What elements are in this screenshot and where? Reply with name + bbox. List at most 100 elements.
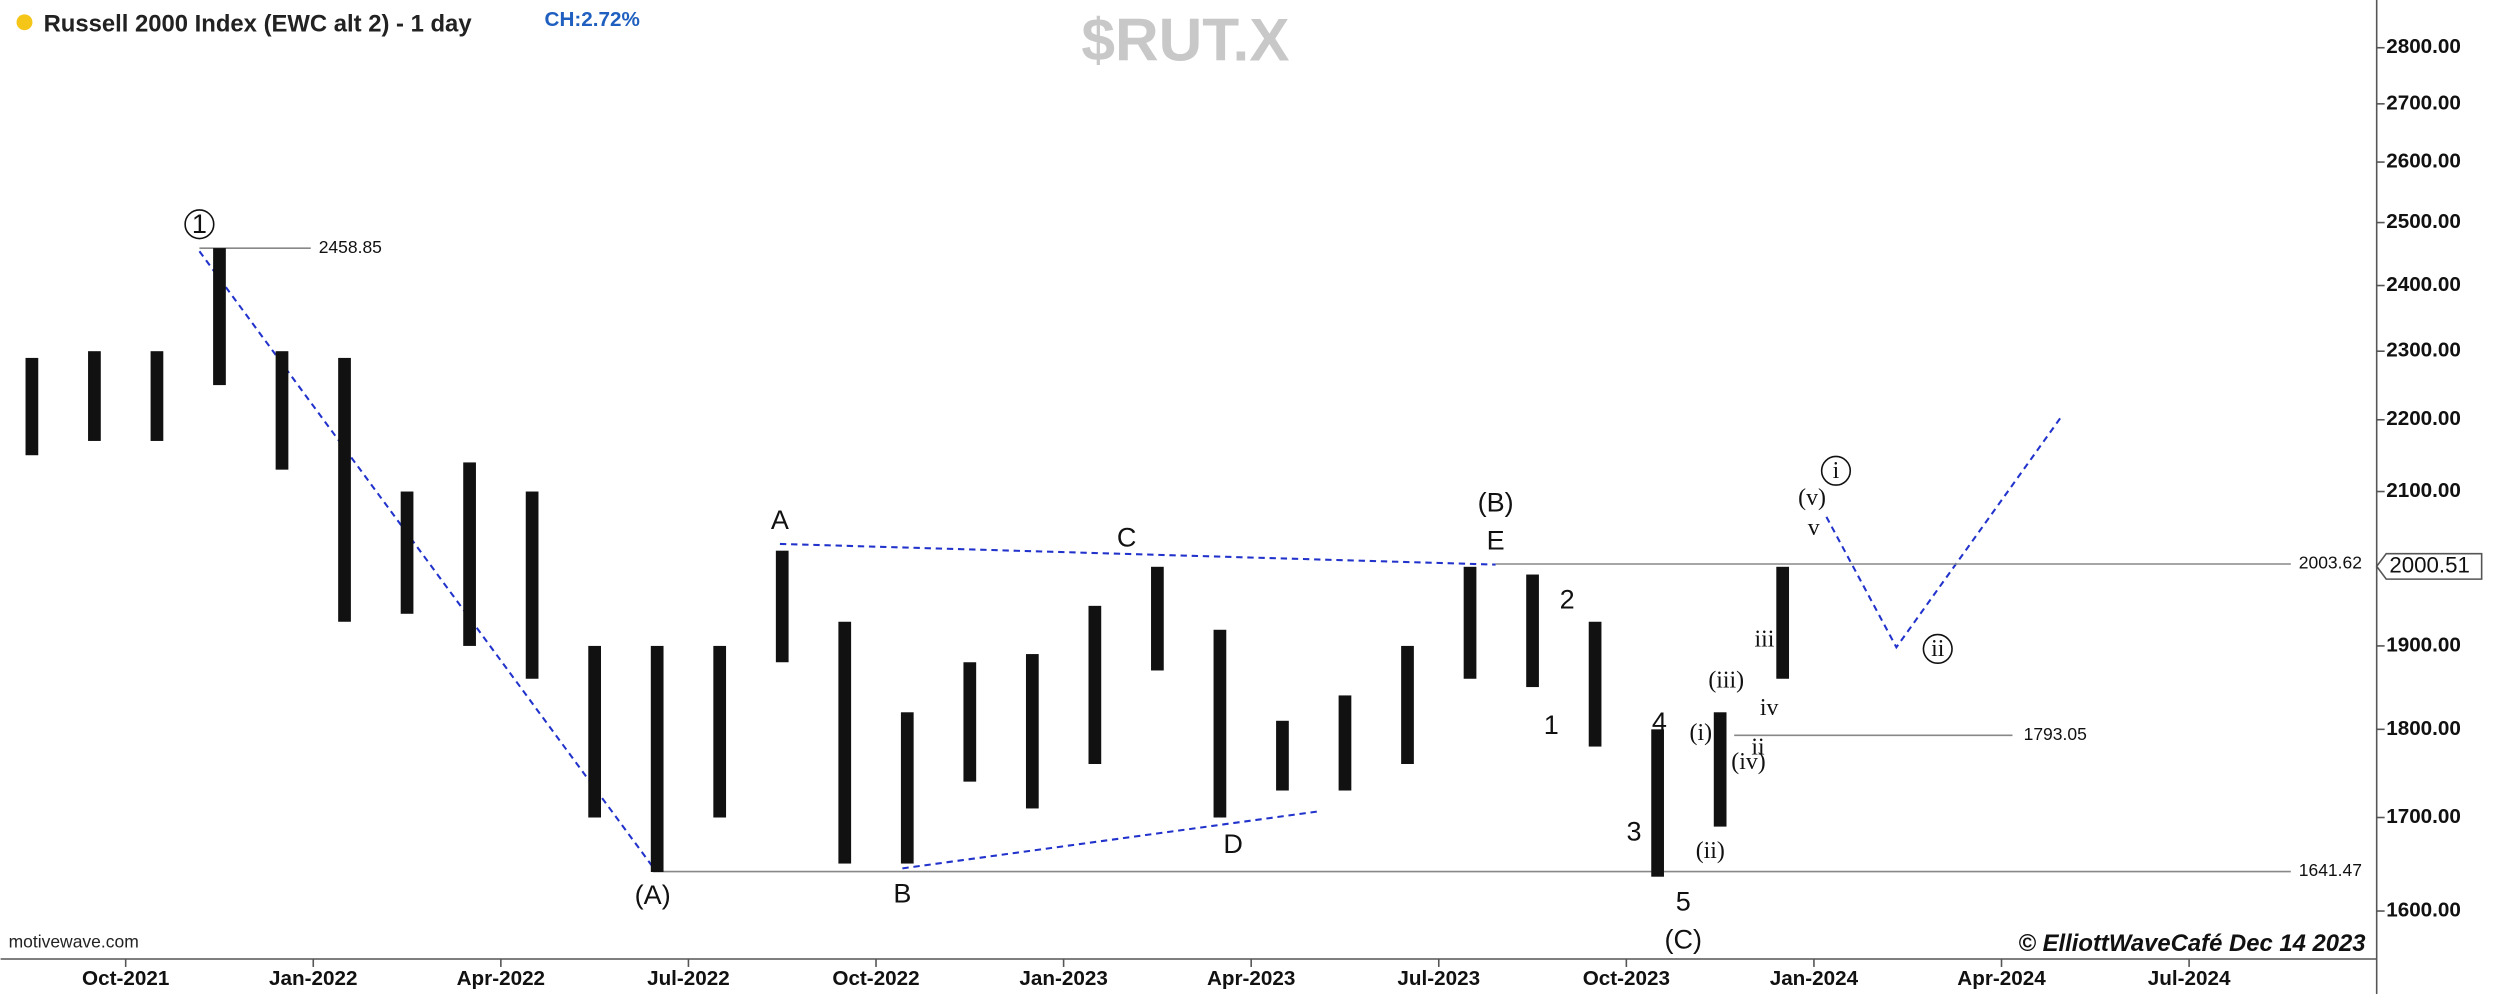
wave-label: (iii): [1708, 668, 1744, 694]
y-tick-label: 2500.00: [2386, 210, 2461, 233]
wave-label: ii: [1751, 735, 1765, 761]
wave-label: i: [1833, 458, 1840, 484]
x-tick-label: Oct-2021: [82, 967, 169, 990]
wave-lines: [198, 250, 2062, 870]
wave-label: (B): [1478, 487, 1514, 517]
wave-label: 5: [1676, 886, 1691, 916]
last-price-label: 2000.51: [2389, 552, 2469, 577]
y-tick-label: 1600.00: [2386, 898, 2461, 921]
price-bar: [1025, 654, 1039, 809]
price-bar: [88, 351, 101, 441]
price-bar: [1713, 712, 1727, 827]
wave-label: C: [1117, 522, 1137, 552]
wave-label: E: [1487, 525, 1505, 555]
price-bar: [588, 645, 602, 818]
price-bar: [1463, 566, 1477, 679]
symbol: $RUT.X: [1081, 5, 1289, 73]
price-bar: [1338, 695, 1352, 791]
x-tick-label: Jan-2022: [269, 967, 357, 990]
price-bar: [650, 645, 664, 872]
wave-label: (C): [1665, 925, 1703, 955]
price-bar: [1401, 645, 1414, 764]
y-tick-label: 2600.00: [2386, 150, 2461, 173]
y-tick-label: 2300.00: [2386, 339, 2461, 362]
wave-line: [198, 250, 654, 868]
wave-circle: [1820, 455, 1852, 486]
price-line-label: 1793.05: [2024, 724, 2087, 744]
wave-label: 4: [1652, 707, 1667, 737]
x-tick-label: Jul-2023: [1397, 967, 1480, 990]
price-line-label: 2003.62: [2299, 553, 2362, 573]
price-bar: [213, 248, 226, 386]
wave-label: (iv): [1731, 749, 1765, 775]
wave-label: (i): [1690, 720, 1713, 746]
price-bar: [1276, 720, 1289, 791]
wave-label: (A): [635, 880, 671, 910]
x-tick-label: Jul-2022: [647, 967, 730, 990]
price-bar: [1651, 729, 1664, 877]
status-dot: [16, 14, 33, 31]
wave-label: B: [893, 879, 911, 909]
price-bar: [1588, 621, 1602, 747]
x-tick-label: Jul-2024: [2148, 967, 2231, 990]
wave-line: [779, 542, 1496, 566]
copyright: © ElliottWaveCafé Dec 14 2023: [2018, 930, 2365, 957]
price-bar: [775, 550, 789, 663]
wave-circle: [184, 209, 215, 240]
x-tick-label: Apr-2022: [457, 967, 545, 990]
x-tick-label: Oct-2022: [832, 967, 919, 990]
price-line-label: 1641.47: [2299, 860, 2362, 880]
wave-label: 2: [1560, 584, 1575, 614]
y-tick-label: 1900.00: [2386, 633, 2461, 656]
wave-line: [1825, 417, 2062, 650]
x-tick-label: Apr-2023: [1207, 967, 1295, 990]
price-bar: [150, 351, 164, 441]
chart-title: Russell 2000 Index (EWC alt 2) - 1 day: [44, 11, 473, 38]
price-bar: [1526, 574, 1539, 688]
change-label: CH:2.72%: [545, 8, 640, 31]
price-bar: [400, 491, 414, 614]
watermark: motivewave.com: [9, 932, 139, 952]
price-line-label: 2458.85: [319, 237, 382, 257]
price-bar: [25, 357, 39, 456]
y-tick-label: 1800.00: [2386, 717, 2461, 740]
price-bar: [275, 351, 289, 470]
wave-label: iv: [1760, 695, 1779, 721]
price-bar: [713, 645, 727, 818]
y-tick-label: 2700.00: [2386, 91, 2461, 114]
price-bar: [838, 621, 852, 864]
y-tick-label: 2200.00: [2386, 407, 2461, 430]
wave-line: [902, 810, 1321, 870]
y-tick-label: 1700.00: [2386, 805, 2461, 828]
wave-label: 1: [1544, 710, 1559, 740]
x-tick-label: Oct-2023: [1583, 967, 1670, 990]
wave-label: A: [771, 505, 789, 535]
price-bar: [900, 712, 914, 864]
wave-circle: [1922, 633, 1953, 664]
price-bar: [338, 357, 351, 622]
last-price-box: [2375, 552, 2483, 580]
y-tick-label: 2800.00: [2386, 35, 2461, 58]
wave-label: iii: [1754, 626, 1774, 652]
price-bar: [1088, 605, 1102, 764]
wave-label: v: [1808, 515, 1820, 541]
wave-label: (v): [1798, 485, 1826, 511]
price-bar: [1213, 629, 1227, 818]
price-bar: [1151, 566, 1164, 671]
price-bar: [525, 491, 539, 679]
y-tick-label: 2400.00: [2386, 273, 2461, 296]
wave-label: (ii): [1696, 838, 1725, 864]
x-tick-label: Jan-2023: [1019, 967, 1107, 990]
wave-label: 3: [1626, 817, 1641, 847]
price-bar: [1776, 566, 1790, 679]
price-bar: [463, 462, 476, 646]
price-bar: [963, 662, 977, 782]
x-tick-label: Apr-2024: [1957, 967, 2046, 990]
y-tick-label: 2100.00: [2386, 479, 2461, 502]
wave-label: D: [1223, 829, 1243, 859]
wave-label: 1: [192, 209, 207, 239]
x-tick-label: Jan-2024: [1770, 967, 1859, 990]
wave-label: ii: [1931, 636, 1945, 662]
